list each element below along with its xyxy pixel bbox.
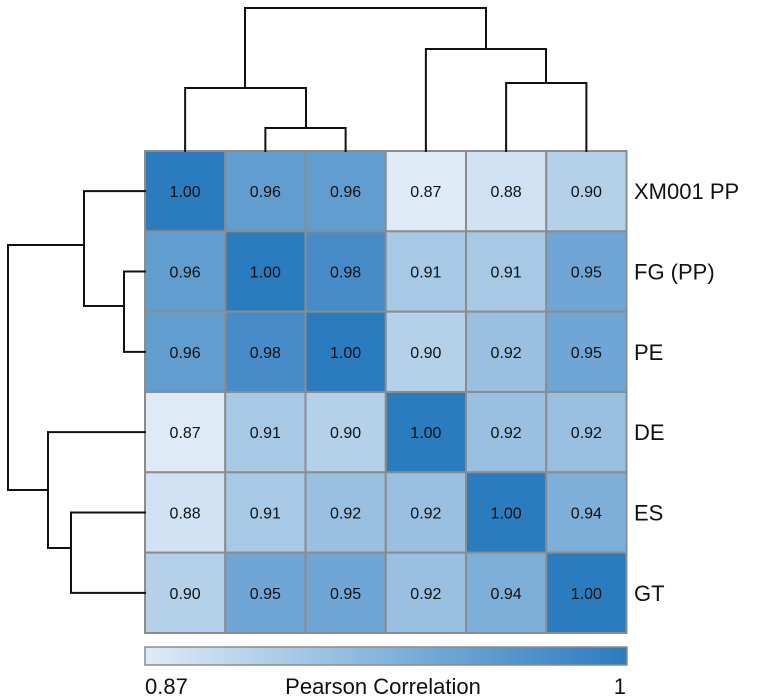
top-dendrogram-link-xm-cluster [184,87,307,152]
heatmap-cell-1-5 [545,230,628,313]
heatmap-value-label-5-0: 0.90 [170,586,201,603]
row-label-4: ES [634,500,663,525]
heatmap-cell-0-1 [224,150,307,233]
heatmap-value-label-0-5: 0.90 [571,184,602,201]
heatmap-cell-2-3 [384,310,467,393]
heatmap-value-label-2-3: 0.90 [410,345,441,362]
heatmap-value-label-4-3: 0.92 [410,505,441,522]
heatmap-value-label-3-2: 0.90 [330,425,361,442]
top-dendrogram-link-de-cluster [424,48,547,152]
heatmap-value-label-5-3: 0.92 [410,586,441,603]
dendrograms [7,7,588,594]
heatmap-value-label-0-3: 0.87 [410,184,441,201]
left-dendrogram-link-xm-cluster [83,190,146,307]
heatmap-cell-3-2 [304,390,387,474]
legend-gradient-bar [144,646,628,666]
heatmap-cell-2-4 [465,310,548,393]
heatmap-cell-5-4 [465,551,548,634]
heatmap-value-label-3-1: 0.91 [250,425,281,442]
heatmap-cell-3-5 [545,390,628,474]
heatmap-value-label-5-2: 0.95 [330,586,361,603]
heatmap-value-label-2-1: 0.98 [250,345,281,362]
heatmap-value-label-4-1: 0.91 [250,505,281,522]
heatmap-cell-5-3 [384,551,467,634]
legend-title: Pearson Correlation [285,674,481,699]
heatmap-cell-2-1 [224,310,307,393]
heatmap-value-label-3-5: 0.92 [571,425,602,442]
heatmap-value-label-5-1: 0.95 [250,586,281,603]
left-dendrogram-link-de-cluster [47,431,146,549]
heatmap-cell-1-3 [384,230,467,313]
heatmap-value-label-2-4: 0.92 [491,345,522,362]
heatmap-value-label-1-5: 0.95 [571,264,602,281]
heatmap-value-label-1-0: 0.96 [170,264,201,281]
heatmap-cell-5-5 [545,551,628,634]
heatmap-value-label-1-4: 0.91 [491,264,522,281]
left-dendrogram-root-link [7,244,85,491]
heatmap-cell-3-3 [384,390,467,474]
heatmap-cell-4-3 [384,471,467,554]
heatmap-value-label-2-5: 0.95 [571,345,602,362]
heatmap-cell-0-5 [545,150,628,233]
top-dendrogram-link-fg-pe [264,127,347,152]
heatmap-cell-3-0 [144,390,227,474]
row-labels: XM001 PP FG (PP) PE DE ES GT [634,179,739,606]
heatmap-value-label-3-4: 0.92 [491,425,522,442]
heatmap-cell-4-2 [304,471,387,554]
heatmap-value-label-0-0: 1.00 [170,184,201,201]
left-dendrogram-link-fg-pe [123,270,146,353]
heatmap-cell-3-4 [465,390,548,474]
heatmap-cells: 1.00 0.96 0.96 0.87 0.88 0.90 0.96 1.00 0.98 0.91… [144,150,628,634]
heatmap-cell-1-1 [224,230,307,313]
heatmap-cell-4-5 [545,471,628,554]
row-label-2: PE [634,340,663,365]
legend-min-label: 0.87 [145,674,188,699]
heatmap-cell-4-4 [465,471,548,554]
heatmap-value-label-5-5: 1.00 [571,586,602,603]
heatmap-value-label-2-2: 1.00 [330,345,361,362]
heatmap-value-label-4-0: 0.88 [170,505,201,522]
heatmap-cell-5-0 [144,551,227,634]
row-label-0: XM001 PP [634,179,739,204]
left-dendrogram-link-es-gt [70,511,146,594]
heatmap-value-label-4-2: 0.92 [330,505,361,522]
top-dendrogram-link-es-gt [505,82,588,152]
row-label-3: DE [634,420,665,445]
heatmap-cell-2-5 [545,310,628,393]
heatmap-value-label-1-2: 0.98 [330,264,361,281]
heatmap-value-label-5-4: 0.94 [491,586,522,603]
heatmap-value-label-3-0: 0.87 [170,425,201,442]
heatmap-value-label-3-3: 1.00 [410,425,441,442]
legend-max-label: 1 [614,674,626,699]
row-label-5: GT [634,581,665,606]
heatmap-value-label-4-5: 0.94 [571,505,602,522]
heatmap-value-label-1-1: 1.00 [250,264,281,281]
heatmap-value-label-0-2: 0.96 [330,184,361,201]
heatmap-value-label-0-1: 0.96 [250,184,281,201]
row-label-1: FG (PP) [634,259,715,284]
top-dendrogram-root-link [244,7,487,89]
heatmap-value-label-2-0: 0.96 [170,345,201,362]
heatmap-value-label-1-3: 0.91 [410,264,441,281]
heatmap-cell-3-1 [224,390,307,474]
heatmap-value-label-0-4: 0.88 [491,184,522,201]
heatmap-value-label-4-4: 1.00 [491,505,522,522]
